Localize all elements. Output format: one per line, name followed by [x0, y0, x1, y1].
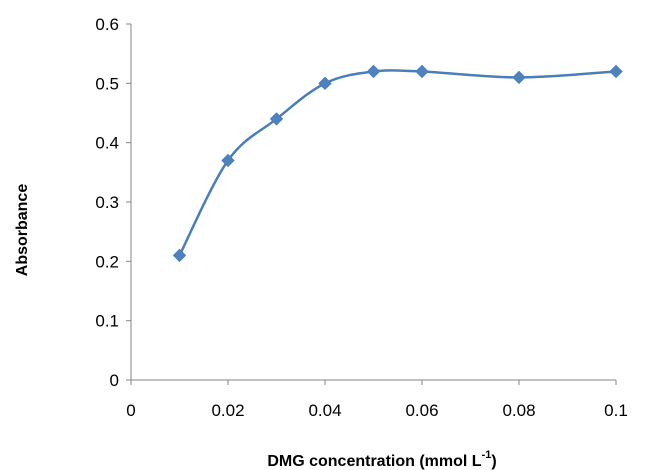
- x-tick-label: 0: [126, 401, 135, 420]
- y-axis-title: Absorbance: [14, 184, 31, 277]
- x-axis-title-main: DMG concentration (mmol L: [267, 453, 481, 470]
- x-axis-title-close: ): [491, 453, 496, 470]
- series: [172, 64, 623, 263]
- y-tick-label: 0: [110, 371, 119, 390]
- y-tick-label: 0.5: [95, 74, 119, 93]
- x-tick-label: 0.02: [211, 401, 244, 420]
- data-point-marker: [366, 64, 381, 79]
- x-axis-title: DMG concentration (mmol L-1): [267, 449, 496, 470]
- data-point-marker: [269, 112, 284, 126]
- data-point-marker: [318, 76, 332, 91]
- data-point-marker: [415, 64, 429, 79]
- data-point-marker: [609, 64, 623, 79]
- x-tick-label: 0.06: [405, 401, 438, 420]
- series-line: [178, 69, 617, 256]
- data-point-marker: [221, 153, 235, 168]
- data-point-marker: [172, 248, 187, 263]
- y-tick-label: 0.4: [95, 134, 119, 153]
- data-point-marker: [512, 70, 526, 85]
- x-tick-label: 0.08: [502, 401, 535, 420]
- ticks: 0 0.1 0.2 0.3 0.4 0.5 0.6 0 0.02 0.04 0.06 0.08 0.1: [95, 15, 627, 420]
- x-tick-label: 0.04: [308, 401, 341, 420]
- y-tick-label: 0.1: [95, 312, 119, 331]
- y-tick-label: 0.3: [95, 193, 119, 212]
- y-tick-label: 0.2: [95, 252, 119, 271]
- x-tick-label: 0.1: [604, 401, 628, 420]
- y-tick-label: 0.6: [95, 15, 119, 34]
- x-axis-title-sup: -1: [482, 449, 492, 461]
